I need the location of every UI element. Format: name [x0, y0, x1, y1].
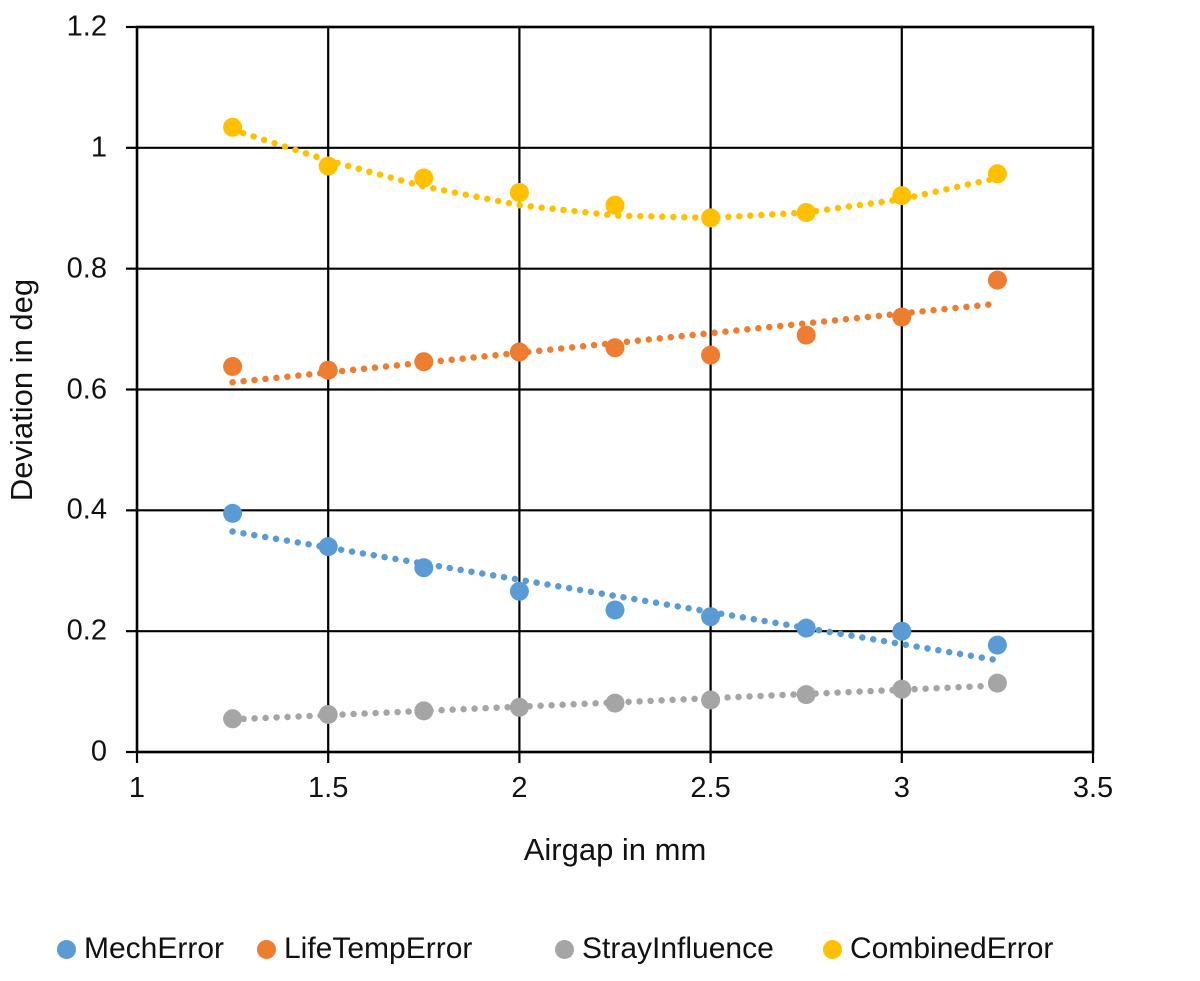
x-tick-label: 1 [128, 772, 146, 804]
marker-mecherror [796, 618, 816, 638]
legend-marker-mecherror-icon [57, 939, 76, 959]
legend-marker-combinederror-icon [823, 939, 842, 959]
legend-label-strayinfluence: StrayInfluence [582, 932, 774, 965]
legend-marker-lifetemperror-icon [257, 939, 276, 959]
marker-mecherror [223, 503, 243, 523]
y-tick-label: 0.6 [66, 373, 107, 405]
trendline-mecherror [229, 528, 1001, 664]
marker-strayinfluence [223, 709, 243, 729]
x-tick-label: 2 [511, 772, 528, 804]
marker-strayinfluence [414, 701, 434, 721]
marker-mecherror [509, 581, 529, 601]
marker-strayinfluence [605, 693, 625, 713]
marker-strayinfluence [701, 690, 721, 710]
x-tick-label: 3 [893, 772, 910, 804]
y-tick-label: 1 [90, 131, 107, 164]
marker-strayinfluence [796, 685, 816, 705]
marker-lifetemperror [605, 338, 625, 358]
y-tick-label: 1.2 [66, 10, 107, 43]
legend-label-mecherror: MechError [84, 932, 225, 965]
marker-lifetemperror [892, 307, 912, 327]
x-tick-label: 3.5 [1072, 772, 1114, 804]
marker-strayinfluence [892, 679, 912, 699]
marker-combinederror [318, 156, 338, 176]
legend-item-combinederror: CombinedError [823, 931, 1053, 967]
marker-mecherror [892, 621, 912, 641]
marker-mecherror [318, 537, 338, 557]
marker-mecherror [605, 600, 625, 620]
marker-combinederror [701, 208, 721, 228]
marker-combinederror [414, 168, 434, 188]
marker-strayinfluence [318, 705, 338, 724]
marker-lifetemperror [414, 352, 434, 372]
marker-mecherror [701, 607, 721, 627]
x-axis-title: Airgap in mm [523, 832, 707, 867]
marker-combinederror [892, 186, 912, 206]
y-tick-label: 0.2 [66, 614, 107, 647]
marker-strayinfluence [987, 673, 1007, 693]
marker-lifetemperror [701, 345, 721, 365]
marker-lifetemperror [987, 270, 1007, 290]
x-tick-label: 2.5 [690, 772, 731, 804]
legend-label-lifetemperror: LifeTempError [284, 932, 473, 965]
legend-item-lifetemperror: LifeTempError [257, 931, 472, 967]
legend-item-mecherror: MechError [57, 931, 224, 967]
marker-lifetemperror [509, 342, 529, 362]
marker-lifetemperror [318, 360, 338, 380]
x-tick-label: 1.5 [308, 772, 349, 804]
marker-combinederror [509, 183, 529, 202]
marker-combinederror [605, 195, 625, 215]
marker-lifetemperror [223, 357, 243, 376]
trendline-combinederror [229, 126, 1001, 222]
marker-combinederror [987, 164, 1007, 184]
marker-strayinfluence [509, 697, 529, 717]
y-tick-label: 0 [90, 735, 107, 768]
legend-label-combinederror: CombinedError [850, 932, 1054, 965]
y-tick-label: 0.4 [66, 493, 107, 526]
y-tick-label: 0.8 [66, 252, 107, 285]
legend-item-strayinfluence: StrayInfluence [555, 931, 774, 967]
marker-mecherror [987, 635, 1007, 655]
marker-lifetemperror [796, 325, 816, 345]
y-axis-title: Deviation in deg [4, 278, 39, 502]
marker-mecherror [414, 558, 434, 578]
plot-border [135, 25, 1095, 754]
marker-combinederror [223, 117, 243, 137]
marker-combinederror [796, 203, 816, 222]
legend-marker-strayinfluence-icon [555, 939, 574, 959]
